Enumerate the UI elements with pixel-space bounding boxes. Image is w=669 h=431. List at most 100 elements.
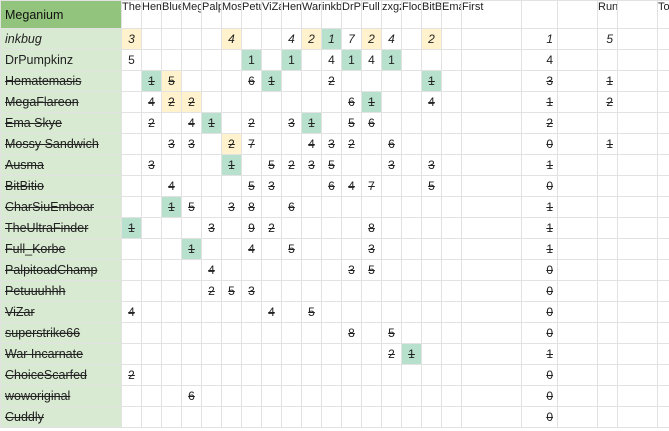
score-cell[interactable] xyxy=(401,175,422,197)
score-cell[interactable] xyxy=(201,28,222,50)
score-cell[interactable] xyxy=(261,280,282,302)
score-cell[interactable] xyxy=(201,49,222,71)
score-cell[interactable] xyxy=(557,133,598,155)
column-header-cell[interactable]: War xyxy=(301,0,322,29)
score-cell[interactable]: 1 xyxy=(421,70,442,92)
column-header-cell[interactable] xyxy=(521,0,558,29)
score-cell[interactable]: 3 xyxy=(381,154,402,176)
score-cell[interactable] xyxy=(201,406,222,428)
score-cell[interactable]: 0 xyxy=(521,133,558,155)
score-cell[interactable] xyxy=(461,70,522,92)
score-cell[interactable] xyxy=(461,112,522,134)
score-cell[interactable]: 3 xyxy=(657,301,669,323)
score-cell[interactable] xyxy=(441,133,462,155)
score-cell[interactable]: 0 xyxy=(521,322,558,344)
score-cell[interactable] xyxy=(241,28,262,50)
score-cell[interactable] xyxy=(461,280,522,302)
score-cell[interactable]: 3 xyxy=(321,133,342,155)
score-cell[interactable] xyxy=(557,28,598,50)
score-cell[interactable]: 1 xyxy=(181,238,202,260)
score-cell[interactable] xyxy=(617,133,658,155)
score-cell[interactable]: 7 xyxy=(361,175,382,197)
score-cell[interactable] xyxy=(241,406,262,428)
score-cell[interactable]: 0 xyxy=(521,406,558,428)
score-cell[interactable] xyxy=(161,364,182,386)
column-header-cell[interactable]: TheU xyxy=(121,0,142,29)
score-cell[interactable] xyxy=(301,217,322,239)
score-cell[interactable] xyxy=(617,406,658,428)
score-cell[interactable] xyxy=(121,259,142,281)
score-cell[interactable] xyxy=(341,196,362,218)
score-cell[interactable]: 2 xyxy=(261,217,282,239)
player-name-cell[interactable]: CharSiuEmboar xyxy=(0,196,122,218)
score-cell[interactable] xyxy=(321,364,342,386)
score-cell[interactable] xyxy=(341,343,362,365)
score-cell[interactable]: 4 xyxy=(521,49,558,71)
score-cell[interactable]: 1 xyxy=(521,217,558,239)
score-cell[interactable]: 7 xyxy=(341,28,362,50)
score-cell[interactable] xyxy=(557,301,598,323)
score-cell[interactable] xyxy=(597,385,618,407)
score-cell[interactable] xyxy=(261,322,282,344)
score-cell[interactable] xyxy=(181,28,202,50)
score-cell[interactable]: 4 xyxy=(281,28,302,50)
score-cell[interactable] xyxy=(161,406,182,428)
score-cell[interactable] xyxy=(261,196,282,218)
score-cell[interactable]: 0 xyxy=(521,175,558,197)
score-cell[interactable] xyxy=(261,28,282,50)
score-cell[interactable] xyxy=(461,364,522,386)
column-header-cell[interactable]: inkb xyxy=(321,0,342,29)
score-cell[interactable] xyxy=(141,196,162,218)
score-cell[interactable] xyxy=(301,175,322,197)
score-cell[interactable] xyxy=(401,238,422,260)
score-cell[interactable] xyxy=(161,217,182,239)
score-cell[interactable] xyxy=(381,259,402,281)
score-cell[interactable] xyxy=(381,70,402,92)
score-cell[interactable] xyxy=(361,154,382,176)
column-header-cell[interactable]: Floo xyxy=(401,0,422,29)
score-cell[interactable] xyxy=(141,259,162,281)
score-cell[interactable]: 3 xyxy=(241,280,262,302)
score-cell[interactable] xyxy=(141,49,162,71)
column-header-cell[interactable]: Full xyxy=(361,0,382,29)
score-cell[interactable] xyxy=(557,343,598,365)
score-cell[interactable] xyxy=(461,196,522,218)
score-cell[interactable] xyxy=(161,322,182,344)
score-cell[interactable]: 5 xyxy=(181,196,202,218)
score-cell[interactable] xyxy=(221,91,242,113)
score-cell[interactable] xyxy=(401,70,422,92)
score-cell[interactable] xyxy=(301,364,322,386)
score-cell[interactable] xyxy=(421,364,442,386)
score-cell[interactable] xyxy=(161,154,182,176)
score-cell[interactable] xyxy=(321,406,342,428)
score-cell[interactable] xyxy=(381,112,402,134)
score-cell[interactable] xyxy=(361,70,382,92)
score-cell[interactable] xyxy=(281,406,302,428)
score-cell[interactable] xyxy=(557,259,598,281)
score-cell[interactable] xyxy=(181,70,202,92)
score-cell[interactable] xyxy=(181,49,202,71)
score-cell[interactable] xyxy=(441,343,462,365)
score-cell[interactable] xyxy=(281,343,302,365)
score-cell[interactable] xyxy=(261,91,282,113)
column-header-cell[interactable] xyxy=(557,0,598,29)
score-cell[interactable] xyxy=(381,385,402,407)
score-cell[interactable] xyxy=(261,406,282,428)
score-cell[interactable] xyxy=(401,364,422,386)
player-name-cell[interactable]: PalpitoadChamp xyxy=(0,259,122,281)
score-cell[interactable]: 6 xyxy=(241,70,262,92)
score-cell[interactable]: 2 xyxy=(221,133,242,155)
score-cell[interactable] xyxy=(301,385,322,407)
score-cell[interactable] xyxy=(441,364,462,386)
score-cell[interactable] xyxy=(301,49,322,71)
score-cell[interactable] xyxy=(617,196,658,218)
score-cell[interactable]: 4 xyxy=(141,91,162,113)
score-cell[interactable] xyxy=(441,154,462,176)
score-cell[interactable] xyxy=(597,364,618,386)
score-cell[interactable] xyxy=(221,301,242,323)
score-cell[interactable] xyxy=(141,175,162,197)
score-cell[interactable]: 6 xyxy=(341,91,362,113)
score-cell[interactable] xyxy=(221,49,242,71)
score-cell[interactable] xyxy=(597,259,618,281)
score-cell[interactable] xyxy=(341,301,362,323)
